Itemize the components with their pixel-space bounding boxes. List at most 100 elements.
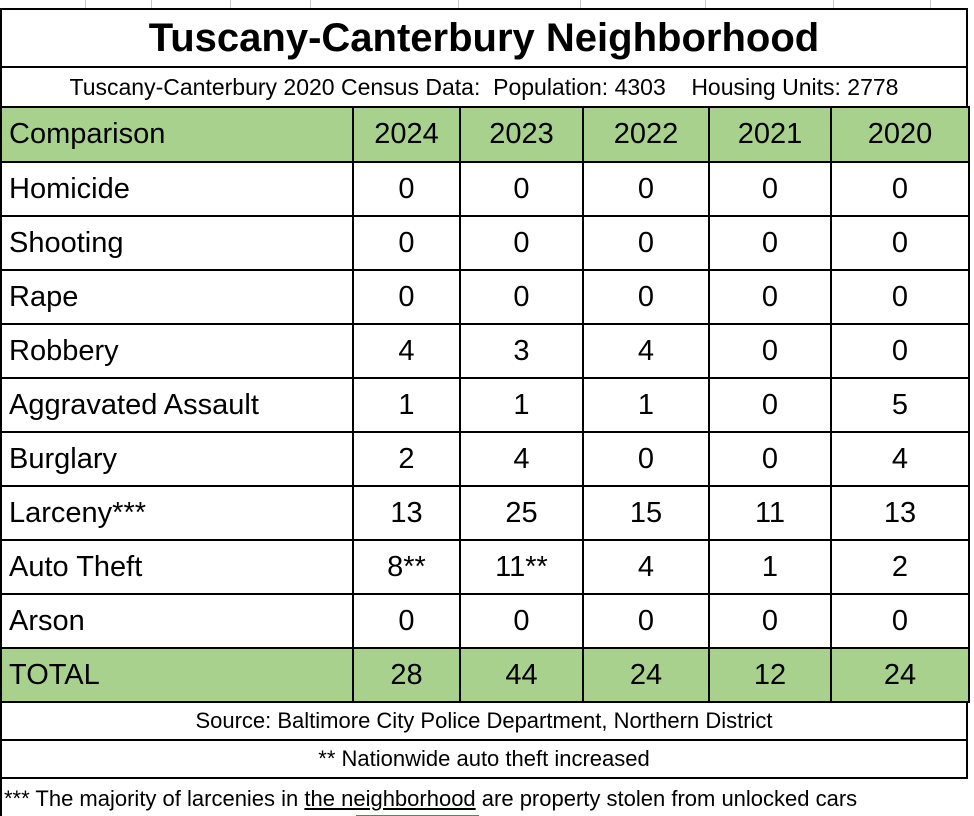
crime-value: 0	[708, 323, 832, 379]
crime-value: 1	[582, 377, 710, 433]
table-row: Arson 0 0 0 0 0	[0, 593, 970, 649]
source-note-text: Source: Baltimore City Police Department…	[195, 708, 773, 733]
larceny-note-suffix: are property stolen from unlocked cars	[475, 786, 858, 811]
crime-label: Aggravated Assault	[0, 377, 354, 433]
total-value: 24	[830, 647, 970, 703]
column-gridline	[151, 0, 152, 8]
crime-value: 13	[830, 485, 970, 541]
crime-label: Rape	[0, 269, 354, 325]
crime-value: 4	[352, 323, 461, 379]
larceny-note: *** The majority of larcenies in the nei…	[0, 779, 974, 816]
crime-value: 0	[459, 161, 584, 217]
crime-value: 0	[352, 269, 461, 325]
crime-label: Homicide	[0, 161, 354, 217]
crime-value: 0	[582, 215, 710, 271]
header-year: 2020	[830, 106, 970, 163]
total-value: 12	[708, 647, 832, 703]
column-gridline	[85, 0, 86, 8]
crime-value: 0	[708, 377, 832, 433]
crime-value: 11**	[459, 539, 584, 595]
larceny-note-underlined: the neighborhood	[304, 786, 480, 816]
table-row: Shooting 0 0 0 0 0	[0, 215, 970, 271]
crime-value: 0	[459, 215, 584, 271]
crime-value: 25	[459, 485, 584, 541]
larceny-note-prefix: *** The majority of larcenies in	[4, 786, 305, 811]
crime-value: 1	[708, 539, 832, 595]
table-row: Homicide 0 0 0 0 0	[0, 161, 970, 217]
census-cell: Tuscany-Canterbury 2020 Census Data: Pop…	[0, 68, 968, 106]
crime-value: 4	[830, 431, 970, 487]
header-comparison: Comparison	[0, 106, 354, 163]
spreadsheet-gridline-strip	[0, 0, 974, 8]
table-row: Aggravated Assault 1 1 1 0 5	[0, 377, 970, 433]
page-title: Tuscany-Canterbury Neighborhood	[148, 15, 820, 60]
crime-label: Burglary	[0, 431, 354, 487]
crime-label: Auto Theft	[0, 539, 354, 595]
crime-value: 13	[352, 485, 461, 541]
crime-value: 0	[459, 269, 584, 325]
census-data-line: Tuscany-Canterbury 2020 Census Data: Pop…	[69, 73, 899, 100]
crime-value: 1	[459, 377, 584, 433]
source-note: Source: Baltimore City Police Department…	[0, 703, 968, 741]
total-value: 28	[352, 647, 461, 703]
crime-value: 4	[582, 323, 710, 379]
crime-value: 0	[708, 161, 832, 217]
auto-theft-note: ** Nationwide auto theft increased	[0, 741, 968, 779]
crime-value: 0	[830, 593, 970, 649]
crime-value: 2	[830, 539, 970, 595]
total-value: 24	[582, 647, 710, 703]
crime-value: 11	[708, 485, 832, 541]
crime-value: 0	[582, 161, 710, 217]
crime-label: Shooting	[0, 215, 354, 271]
table-row: Auto Theft 8** 11** 4 1 2	[0, 539, 970, 595]
column-gridline	[833, 0, 834, 8]
crime-value: 0	[352, 161, 461, 217]
crime-value: 0	[830, 269, 970, 325]
crime-value: 0	[352, 215, 461, 271]
crime-value: 0	[582, 269, 710, 325]
column-gridline	[230, 0, 231, 8]
total-label: TOTAL	[0, 647, 354, 703]
crime-value: 1	[352, 377, 461, 433]
crime-label: Larceny***	[0, 485, 354, 541]
total-value: 44	[459, 647, 584, 703]
crime-label: Arson	[0, 593, 354, 649]
table-row: Burglary 2 4 0 0 4	[0, 431, 970, 487]
header-year: 2023	[459, 106, 584, 163]
crime-value: 0	[708, 431, 832, 487]
column-gridline	[705, 0, 706, 8]
crime-value: 0	[582, 593, 710, 649]
column-gridline	[310, 0, 311, 8]
crime-value: 5	[830, 377, 970, 433]
crime-value: 0	[830, 323, 970, 379]
crime-value: 0	[352, 593, 461, 649]
crime-value: 0	[708, 215, 832, 271]
title-cell: Tuscany-Canterbury Neighborhood	[0, 8, 968, 68]
header-year: 2024	[352, 106, 461, 163]
header-year: 2022	[582, 106, 710, 163]
header-year: 2021	[708, 106, 832, 163]
crime-value: 0	[708, 269, 832, 325]
crime-value: 8**	[352, 539, 461, 595]
crime-value: 3	[459, 323, 584, 379]
table-row: Larceny*** 13 25 15 11 13	[0, 485, 970, 541]
crime-value: 0	[582, 431, 710, 487]
crime-value: 0	[459, 593, 584, 649]
total-row: TOTAL 28 44 24 12 24	[0, 647, 970, 703]
table-row: Rape 0 0 0 0 0	[0, 269, 970, 325]
crime-value: 0	[830, 215, 970, 271]
column-gridline	[580, 0, 581, 8]
crime-value: 15	[582, 485, 710, 541]
crime-value: 4	[582, 539, 710, 595]
crime-label: Robbery	[0, 323, 354, 379]
header-row: Comparison 2024 2023 2022 2021 2020	[0, 106, 970, 163]
crime-value: 4	[459, 431, 584, 487]
crime-value: 0	[830, 161, 970, 217]
table-row: Robbery 4 3 4 0 0	[0, 323, 970, 379]
crime-stats-table: Comparison 2024 2023 2022 2021 2020 Homi…	[0, 106, 970, 703]
column-gridline	[458, 0, 459, 8]
crime-value: 2	[352, 431, 461, 487]
column-gridline	[930, 0, 931, 8]
auto-theft-note-text: ** Nationwide auto theft increased	[318, 746, 650, 771]
